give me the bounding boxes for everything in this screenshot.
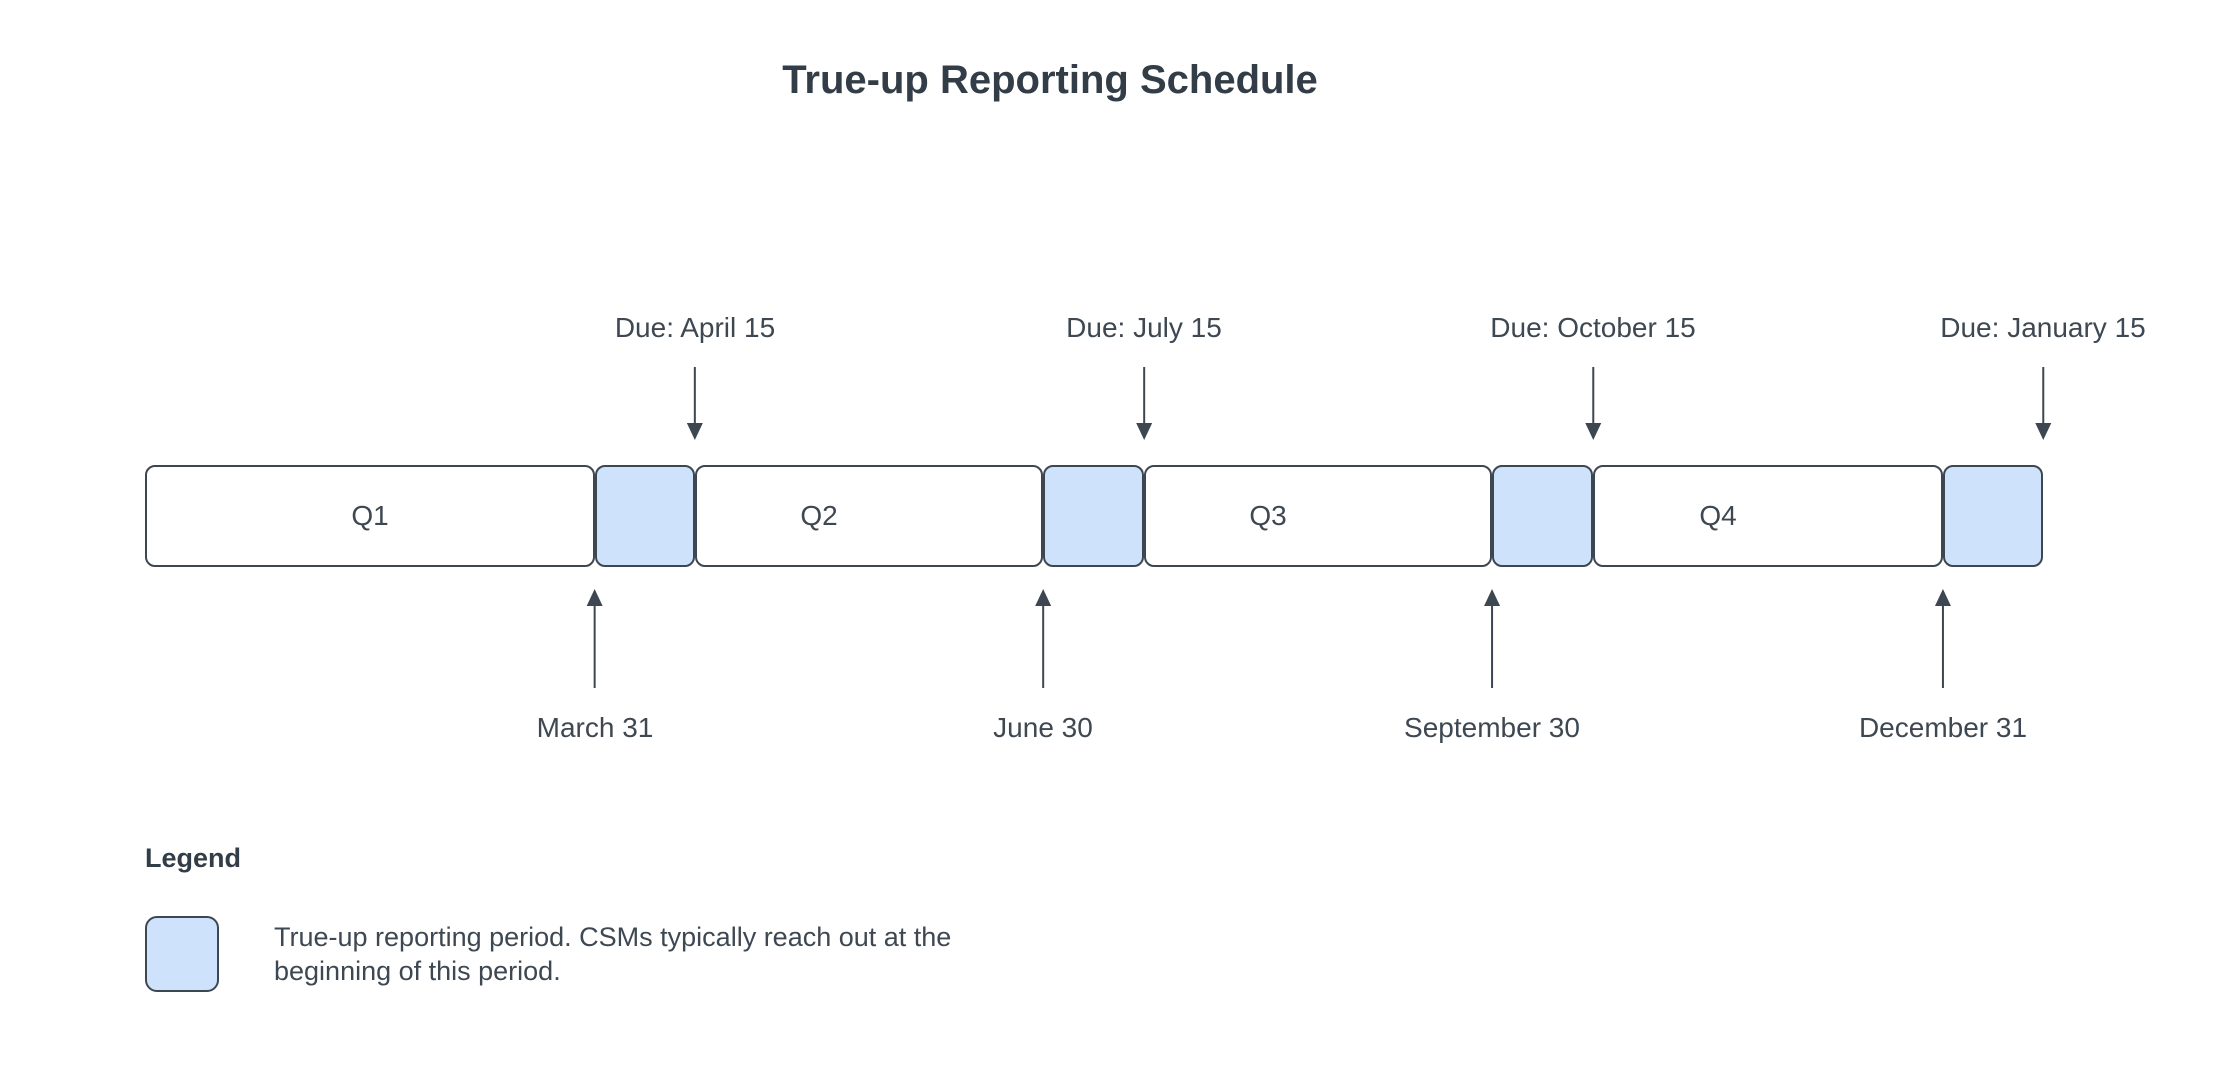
arrow-line (2042, 367, 2044, 423)
quarter-end-label: December 31 (1858, 712, 2028, 743)
legend-item-text: True-up reporting period. CSMs typically… (274, 922, 952, 986)
arrow-line (1490, 606, 1493, 688)
trueup-period-swatch (145, 916, 219, 992)
arrow-down-icon (1584, 423, 1601, 440)
due-marker-october: Due: October 15 (1490, 311, 1696, 440)
quarter-segment-q4 (1593, 465, 1943, 567)
legend: Legend True-up reporting period. CSMs ty… (145, 842, 974, 992)
arrow-down-icon (1135, 423, 1152, 440)
quarter-end-marker-june: June 30 (993, 589, 1093, 745)
arrow-line (1942, 606, 1944, 688)
due-marker-january: Due: January 15 (1940, 311, 2146, 440)
arrow-up-icon (587, 589, 603, 606)
quarter-end-marker-december: December 31 (1859, 589, 2027, 745)
trueup-segment-4 (1943, 465, 2043, 567)
arrow-line (594, 606, 596, 688)
arrow-line (693, 367, 696, 423)
quarter-segment-q1 (145, 465, 595, 567)
legend-heading: Legend (145, 843, 242, 873)
arrow-down-icon (2035, 423, 2051, 440)
quarter-label-q4: Q4 (1699, 500, 1737, 531)
trueup-segment-2 (1043, 465, 1144, 567)
arrow-up-icon (1034, 589, 1051, 606)
quarter-label-q3: Q3 (1249, 500, 1287, 531)
trueup-segment-1 (595, 465, 695, 567)
quarter-segment-q2 (695, 465, 1043, 567)
due-label: Due: October 15 (1490, 312, 1696, 343)
timeline-bar (145, 465, 2043, 567)
quarter-end-label: September 30 (1404, 712, 1580, 743)
quarter-end-label: June 30 (993, 712, 1093, 743)
due-label: Due: April 15 (614, 312, 776, 343)
trueup-segment-3 (1492, 465, 1593, 567)
quarter-end-label: March 31 (536, 712, 654, 743)
due-label: Due: July 15 (1066, 312, 1222, 343)
quarter-end-marker-march: March 31 (536, 589, 654, 745)
quarter-end-marker-september: September 30 (1404, 589, 1580, 745)
quarter-label-q2: Q2 (800, 500, 838, 531)
due-label: Due: January 15 (1940, 312, 2146, 343)
arrow-line (1142, 367, 1145, 423)
quarter-label-q1: Q1 (351, 500, 389, 531)
arrow-down-icon (686, 423, 703, 440)
arrow-line (1041, 606, 1044, 688)
quarter-segment-q3 (1144, 465, 1492, 567)
arrow-line (1591, 367, 1594, 423)
due-marker-july: Due: July 15 (1066, 311, 1222, 440)
arrow-up-icon (1935, 589, 1951, 606)
page-title: True-up Reporting Schedule (782, 58, 1318, 102)
legend-item: True-up reporting period. CSMs typically… (145, 916, 974, 992)
arrow-up-icon (1483, 589, 1500, 606)
due-marker-april: Due: April 15 (615, 311, 775, 440)
